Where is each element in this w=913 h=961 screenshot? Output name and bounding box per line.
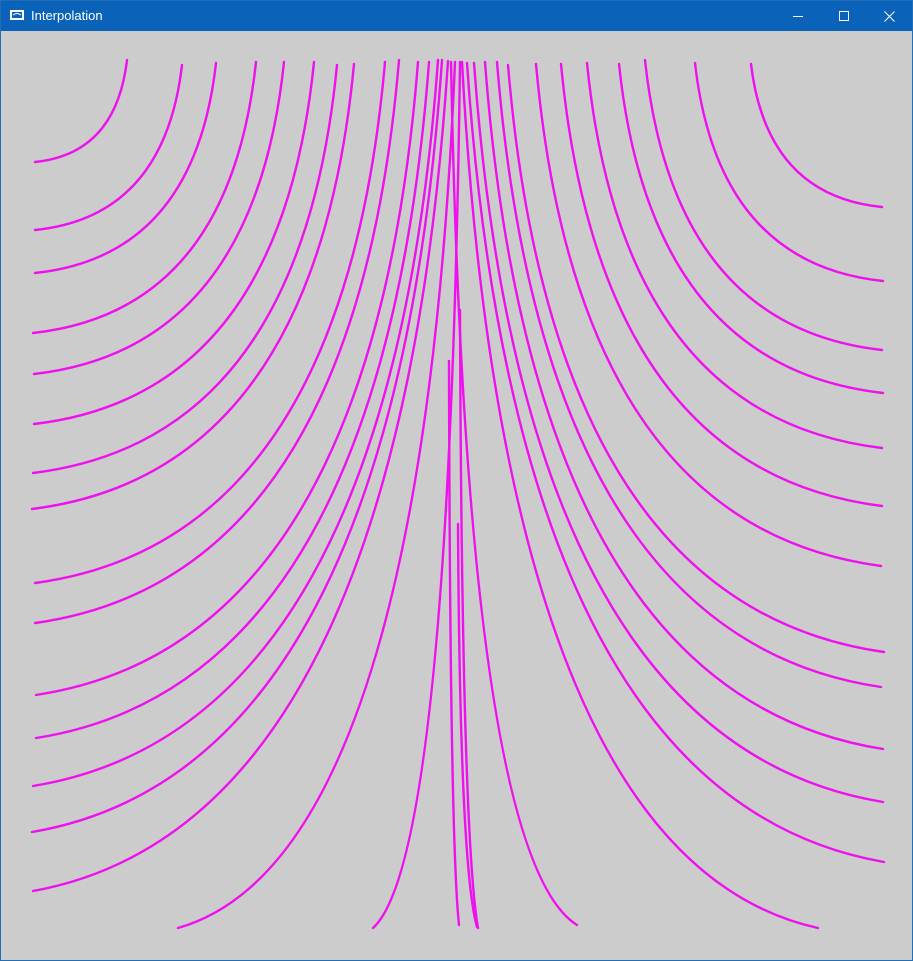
field-curve: [176, 60, 457, 930]
field-curve: [465, 61, 886, 864]
field-curve: [585, 61, 884, 450]
field-curve: [449, 60, 579, 927]
field-curve: [33, 61, 218, 275]
maximize-icon: [839, 11, 849, 21]
field-curve: [483, 60, 885, 751]
center-strand: [456, 522, 479, 929]
field-curve: [32, 60, 316, 426]
field-curve: [749, 62, 884, 209]
minimize-icon: [793, 16, 803, 17]
field-curve: [506, 63, 886, 654]
field-curve: [30, 58, 444, 834]
field-curve: [460, 60, 820, 930]
field-curve: [31, 63, 339, 475]
field-curve: [31, 58, 440, 788]
app-icon: [10, 10, 24, 20]
window-title: Interpolation: [31, 8, 103, 23]
field-curve: [617, 62, 885, 395]
field-curve: [33, 63, 184, 232]
center-strand: [447, 359, 461, 927]
field-curve: [33, 58, 129, 164]
field-curve: [34, 60, 420, 697]
field-curve: [32, 60, 286, 376]
center-strand: [458, 308, 480, 930]
field-curve: [31, 59, 450, 893]
close-icon: [883, 10, 895, 22]
close-button[interactable]: [866, 1, 912, 31]
title-bar[interactable]: Interpolation: [1, 1, 912, 31]
field-curve: [559, 62, 884, 508]
field-curve: [472, 61, 885, 804]
field-curve: [33, 58, 401, 625]
field-curve: [30, 62, 356, 511]
drawing-canvas: [2, 31, 911, 960]
maximize-button[interactable]: [821, 1, 867, 31]
field-curve: [31, 60, 258, 335]
field-curve: [693, 61, 885, 283]
field-curve: [34, 60, 431, 740]
field-curve: [534, 62, 883, 568]
minimize-button[interactable]: [775, 1, 821, 31]
field-curve: [33, 60, 387, 585]
interpolation-curves: [30, 58, 886, 930]
field-curve: [495, 60, 883, 689]
field-curve: [643, 58, 884, 352]
field-curve: [371, 60, 462, 930]
